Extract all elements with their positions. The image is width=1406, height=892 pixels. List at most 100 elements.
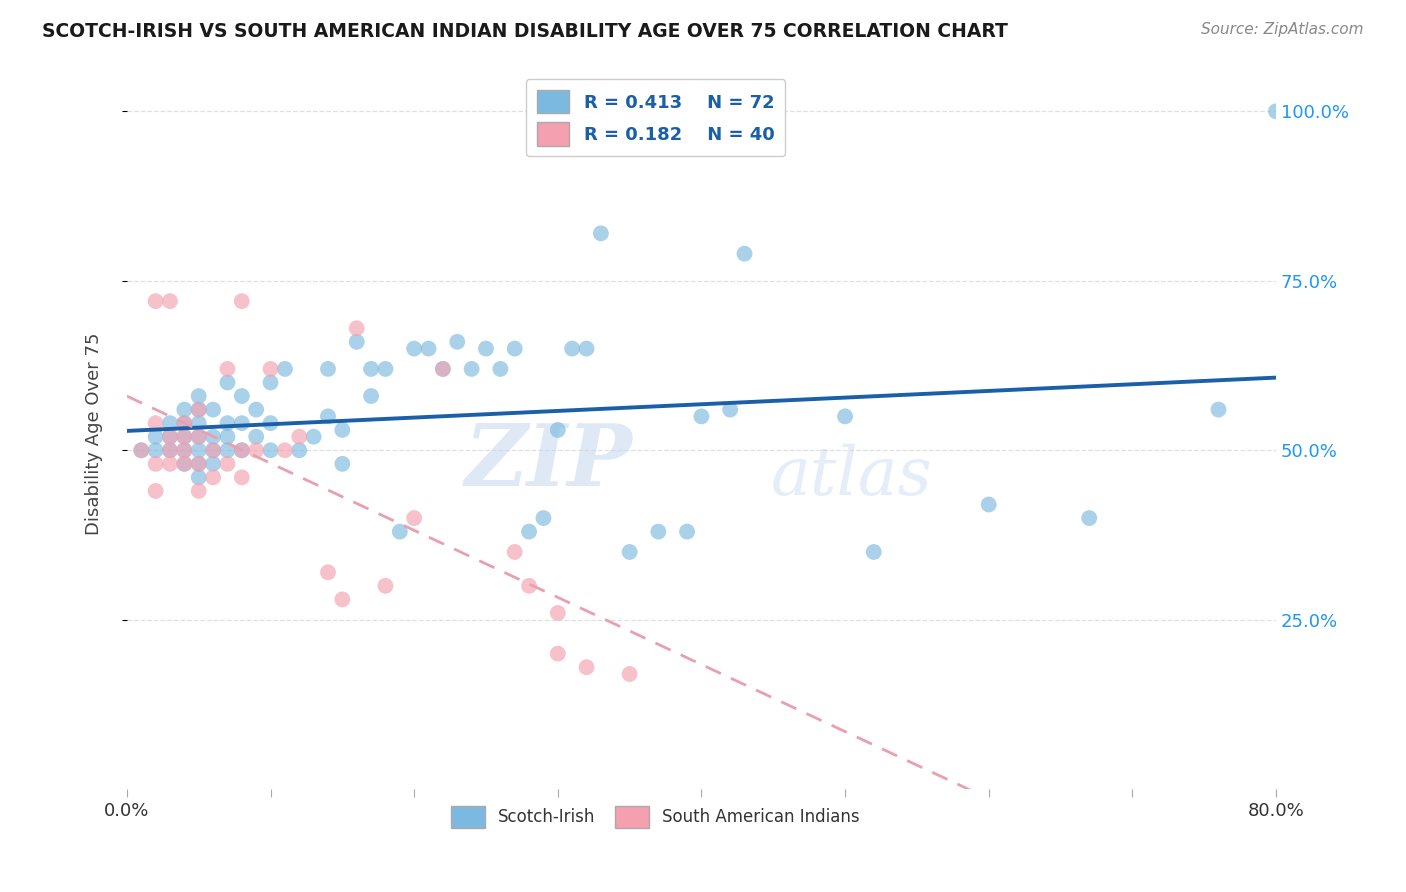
- Point: [330, 457, 353, 471]
- Point: [231, 443, 253, 458]
- Point: [274, 443, 297, 458]
- Point: [575, 342, 598, 356]
- Point: [202, 402, 225, 417]
- Point: [173, 457, 195, 471]
- Point: [547, 423, 569, 437]
- Point: [217, 362, 239, 376]
- Point: [187, 457, 209, 471]
- Text: SCOTCH-IRISH VS SOUTH AMERICAN INDIAN DISABILITY AGE OVER 75 CORRELATION CHART: SCOTCH-IRISH VS SOUTH AMERICAN INDIAN DI…: [42, 22, 1008, 41]
- Point: [388, 524, 411, 539]
- Point: [145, 457, 167, 471]
- Point: [187, 416, 209, 430]
- Point: [187, 430, 209, 444]
- Point: [173, 402, 195, 417]
- Point: [187, 430, 209, 444]
- Point: [159, 430, 181, 444]
- Point: [231, 443, 253, 458]
- Point: [187, 402, 209, 417]
- Point: [1208, 402, 1230, 417]
- Point: [259, 443, 281, 458]
- Point: [129, 443, 152, 458]
- Point: [489, 362, 512, 376]
- Point: [647, 524, 669, 539]
- Point: [619, 667, 641, 681]
- Point: [619, 545, 641, 559]
- Point: [432, 362, 454, 376]
- Point: [202, 457, 225, 471]
- Point: [145, 443, 167, 458]
- Point: [187, 443, 209, 458]
- Point: [217, 443, 239, 458]
- Point: [187, 457, 209, 471]
- Point: [217, 376, 239, 390]
- Point: [231, 389, 253, 403]
- Point: [159, 294, 181, 309]
- Point: [547, 606, 569, 620]
- Point: [259, 376, 281, 390]
- Point: [202, 443, 225, 458]
- Point: [202, 430, 225, 444]
- Point: [159, 430, 181, 444]
- Point: [187, 470, 209, 484]
- Point: [159, 443, 181, 458]
- Point: [187, 389, 209, 403]
- Point: [159, 416, 181, 430]
- Point: [561, 342, 583, 356]
- Point: [446, 334, 468, 349]
- Point: [718, 402, 741, 417]
- Point: [159, 443, 181, 458]
- Point: [374, 579, 396, 593]
- Point: [173, 430, 195, 444]
- Point: [475, 342, 498, 356]
- Point: [404, 511, 426, 525]
- Point: [360, 362, 382, 376]
- Point: [187, 483, 209, 498]
- Point: [274, 362, 297, 376]
- Point: [862, 545, 884, 559]
- Point: [977, 498, 1000, 512]
- Point: [404, 342, 426, 356]
- Point: [330, 592, 353, 607]
- Point: [690, 409, 713, 424]
- Point: [676, 524, 699, 539]
- Point: [173, 443, 195, 458]
- Text: atlas: atlas: [770, 443, 932, 508]
- Text: ZIP: ZIP: [464, 420, 633, 504]
- Point: [517, 579, 540, 593]
- Point: [231, 470, 253, 484]
- Point: [129, 443, 152, 458]
- Point: [288, 443, 311, 458]
- Point: [503, 545, 526, 559]
- Point: [346, 321, 368, 335]
- Point: [173, 430, 195, 444]
- Point: [575, 660, 598, 674]
- Point: [503, 342, 526, 356]
- Point: [589, 227, 612, 241]
- Point: [330, 423, 353, 437]
- Point: [288, 430, 311, 444]
- Point: [302, 430, 325, 444]
- Point: [217, 457, 239, 471]
- Point: [245, 430, 267, 444]
- Point: [1078, 511, 1101, 525]
- Point: [245, 443, 267, 458]
- Point: [460, 362, 482, 376]
- Point: [173, 416, 195, 430]
- Point: [259, 416, 281, 430]
- Point: [374, 362, 396, 376]
- Point: [217, 416, 239, 430]
- Point: [202, 470, 225, 484]
- Point: [145, 416, 167, 430]
- Point: [259, 362, 281, 376]
- Point: [187, 402, 209, 417]
- Point: [734, 246, 756, 260]
- Point: [231, 416, 253, 430]
- Point: [533, 511, 555, 525]
- Point: [231, 294, 253, 309]
- Point: [418, 342, 440, 356]
- Point: [346, 334, 368, 349]
- Point: [173, 416, 195, 430]
- Point: [834, 409, 856, 424]
- Point: [159, 457, 181, 471]
- Point: [173, 457, 195, 471]
